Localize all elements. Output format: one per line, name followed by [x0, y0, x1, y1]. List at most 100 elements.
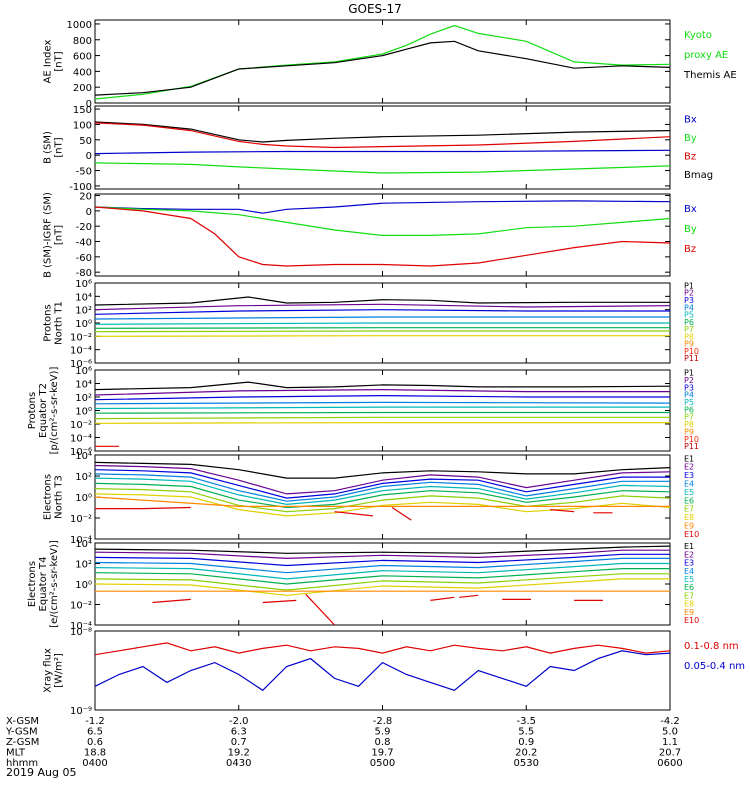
x-row-value: 5.0	[662, 727, 678, 738]
x-row-value: 0430	[226, 758, 251, 769]
legend-by: By	[684, 224, 697, 235]
legend-e6: E6	[684, 583, 694, 592]
series-protons_t1-p2	[95, 303, 670, 311]
legend-p11: P11	[684, 354, 699, 363]
legend-e10: E10	[684, 530, 699, 539]
y-tick-label: 800	[73, 36, 92, 47]
y-tick-label: -80	[76, 268, 92, 279]
series-electrons_t4-e5	[95, 562, 670, 580]
legend-proxy-ae: proxy AE	[684, 50, 728, 61]
series-group	[95, 642, 670, 692]
series-electrons_t3-e3	[95, 469, 670, 499]
y-tick-label: -40	[76, 238, 92, 249]
series-protons_t1-p3	[95, 309, 670, 315]
legend-p2: P2	[684, 289, 694, 298]
legend-p7: P7	[684, 413, 694, 422]
x-row-value: 19.2	[228, 748, 250, 759]
x-row-value: 20.7	[659, 748, 681, 759]
x-row-label: Y-GSM	[5, 727, 38, 738]
legend-p3: P3	[684, 296, 694, 305]
legend-e7: E7	[684, 505, 694, 514]
legend-p2: P2	[684, 376, 694, 385]
y-tick-label: 10⁰	[75, 407, 92, 418]
y-tick-label: 10⁴	[75, 292, 92, 303]
series-bdiff-bx	[95, 200, 670, 214]
y-axis-label: [nT]	[54, 225, 65, 245]
y-axis-label: Protons	[27, 392, 38, 429]
series-electrons_t3-e8	[95, 493, 670, 517]
y-tick-label: 10⁻²	[70, 332, 92, 343]
panel-xray: 10⁻⁹ 10⁻⁸ Xray flux [W/m²] 0.1-0.8 nm 0.05-0.…	[43, 627, 746, 717]
y-tick-label: 10⁴	[75, 451, 92, 462]
x-row-value: -2.0	[229, 716, 249, 727]
x-row-value: 0.7	[231, 737, 247, 748]
legend-0-1-0-8-nm: 0.1-0.8 nm	[684, 641, 739, 652]
legend-bz: Bz	[684, 244, 696, 255]
series-group	[95, 121, 670, 174]
series-protons_t2-p8	[95, 422, 670, 424]
legend-p10: P10	[684, 347, 699, 356]
legend-e5: E5	[684, 488, 694, 497]
y-axis-label: [nT]	[54, 51, 65, 71]
legend-themis-ae: Themis AE	[683, 70, 737, 81]
series-electrons_t4-e8	[95, 578, 670, 596]
series-electrons_t4-e4	[95, 557, 670, 574]
series-electrons_t3-e5	[95, 477, 670, 506]
x-axis-table: X-GSM -1.2 -2.0 -2.8 -3.5 -4.2 Y-GSM 6.5 6.3 5.9 5…	[5, 716, 683, 769]
panel-frame	[94, 105, 671, 190]
legend-p5: P5	[684, 311, 694, 320]
series-protons_t1-p4	[95, 316, 670, 320]
series-electrons_t4-e10-segment	[459, 594, 479, 598]
legend-bz: Bz	[684, 151, 696, 162]
x-row-label: X-GSM	[6, 716, 39, 727]
y-tick-label: 10⁻⁴	[70, 346, 92, 357]
series-bsm-by	[95, 162, 670, 174]
series-protons_t2-p7	[95, 416, 670, 420]
series-electrons_t3-e1	[95, 461, 670, 479]
series-protons_t2-p3	[95, 394, 670, 401]
y-tick-label: 600	[73, 52, 92, 63]
series-electrons_t4-e1	[95, 545, 670, 554]
legend-p7: P7	[684, 325, 694, 334]
y-tick-label: 0	[86, 151, 92, 162]
series-bsm-bx	[95, 149, 670, 155]
x-row-value: 6.5	[87, 727, 103, 738]
y-tick-label: 10⁰	[75, 580, 92, 591]
x-row-value: 20.2	[515, 748, 537, 759]
series-protons_t1-p7	[95, 330, 670, 333]
series-protons_t1-p8	[95, 335, 670, 337]
y-tick-label: 20	[79, 192, 92, 203]
y-tick-label: 10⁻²	[70, 420, 92, 431]
x-row-value: 0400	[82, 758, 107, 769]
y-axis-label: [nT]	[54, 137, 65, 157]
legend-p1: P1	[684, 369, 694, 378]
y-tick-label: 10⁻⁹	[70, 706, 92, 717]
series-protons_t1-p6	[95, 327, 670, 329]
x-row-value: 0.9	[518, 737, 534, 748]
y-axis-label: Xray flux	[43, 648, 54, 693]
series-ae-themis-ae	[95, 40, 670, 96]
x-row-value: 6.3	[231, 727, 247, 738]
series-bsm-bmag	[95, 121, 670, 143]
y-tick-label: 10⁴	[75, 380, 92, 391]
series-protons_t2-p5	[95, 406, 670, 410]
legend-e2: E2	[684, 550, 694, 559]
x-row-label: MLT	[6, 748, 26, 759]
y-axis-label: Equator T2	[38, 383, 49, 438]
x-row-value: 0600	[657, 758, 682, 769]
x-row-value: 0.8	[375, 737, 391, 748]
series-xray-0-05-0-4-nm	[95, 650, 670, 692]
legend-e9: E9	[684, 522, 694, 531]
series-xray-0-1-0-8-nm	[95, 642, 670, 656]
y-tick-label: 10²	[75, 393, 92, 404]
y-axis-label: Electrons	[43, 474, 54, 520]
x-row-value: 18.8	[84, 748, 106, 759]
series-group	[95, 381, 670, 447]
legend-p9: P9	[684, 340, 694, 349]
series-electrons_t3-e10	[95, 506, 191, 510]
panel-electrons_t3: 10⁻⁴ 10⁻² 10⁰ 10² 10⁴ Electrons North T3 E1E2E3…	[43, 451, 700, 546]
legend-e4: E4	[684, 480, 694, 489]
legend-p11: P11	[684, 442, 699, 451]
y-tick-label: 150	[73, 105, 92, 116]
